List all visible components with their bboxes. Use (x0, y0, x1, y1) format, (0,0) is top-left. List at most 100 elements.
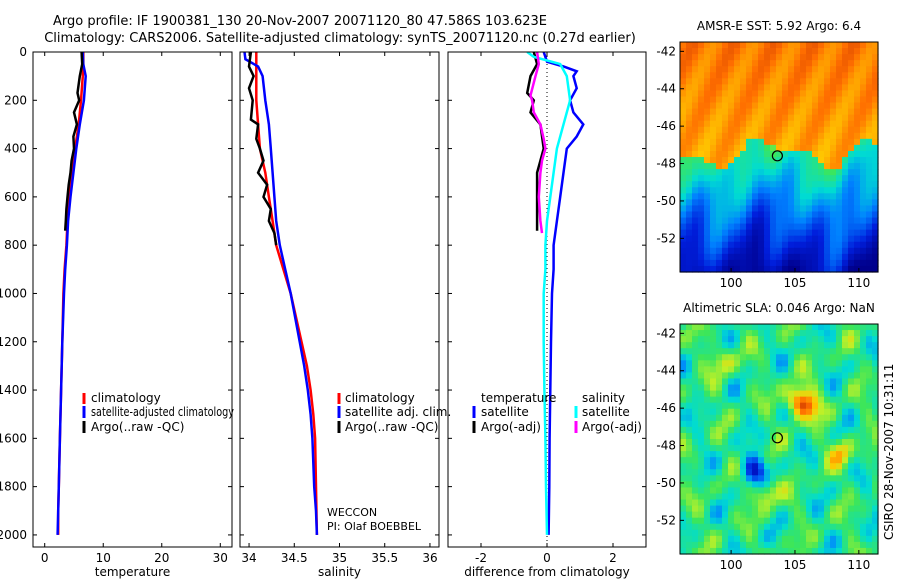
heatmap-cell (698, 108, 705, 116)
heatmap-cell (788, 414, 795, 422)
heatmap-cell (740, 336, 747, 343)
heatmap-cell (728, 535, 735, 543)
heatmap-cell (764, 150, 771, 158)
heatmap-cell (680, 217, 687, 225)
heatmap-cell (704, 66, 711, 73)
heatmap-cell (860, 372, 867, 380)
heatmap-cell (764, 48, 771, 55)
heatmap-cell (782, 138, 789, 146)
heatmap-cell (866, 451, 873, 458)
heatmap-cell (830, 354, 837, 361)
heatmap-cell (692, 439, 699, 446)
heatmap-cell (734, 481, 741, 489)
heatmap-cell (812, 360, 819, 367)
heatmap-cell (776, 175, 783, 182)
argo-position-marker (771, 432, 783, 444)
heatmap-cell (836, 211, 843, 219)
heatmap-cell (758, 390, 765, 398)
heatmap-cell (836, 324, 843, 331)
heatmap-cell (698, 348, 705, 355)
heatmap-cell (764, 408, 771, 416)
heatmap-cell (854, 348, 861, 355)
heatmap-cell (788, 96, 795, 104)
heatmap-cell (776, 366, 783, 374)
heatmap-cell (788, 372, 795, 380)
heatmap-cell (818, 54, 825, 61)
heatmap-cell (824, 366, 831, 374)
heatmap-cell (824, 211, 831, 219)
heatmap-cell (866, 517, 873, 525)
heatmap-cell (704, 229, 711, 237)
heatmap-cell (686, 144, 693, 152)
heatmap-cell (854, 205, 861, 213)
heatmap-cell (704, 138, 711, 146)
heatmap-cell (716, 108, 723, 116)
heatmap-cell (818, 114, 825, 122)
heatmap-cell (836, 439, 843, 446)
x-axis-label: temperature (95, 565, 170, 579)
heatmap-cell (686, 432, 693, 440)
heatmap-cell (704, 235, 711, 243)
heatmap-cell (776, 517, 783, 525)
heatmap-cell (704, 420, 711, 428)
heatmap-cell (692, 360, 699, 367)
heatmap-cell (728, 150, 735, 158)
heatmap-cell (824, 78, 831, 85)
heatmap-cell (854, 223, 861, 231)
heatmap-cell (776, 42, 783, 49)
heatmap-cell (800, 60, 807, 67)
heatmap-cell (740, 144, 747, 152)
heatmap-cell (740, 432, 747, 440)
heatmap-cell (734, 150, 741, 158)
heatmap-cell (794, 102, 801, 110)
heatmap-cell (740, 90, 747, 98)
heatmap-cell (830, 547, 837, 555)
heatmap-cell (734, 187, 741, 194)
heatmap-cell (860, 330, 867, 337)
heatmap-cell (800, 157, 807, 164)
heatmap-cell (704, 84, 711, 92)
heatmap-cell (794, 517, 801, 525)
heatmap-cells (680, 42, 879, 273)
heatmap-cell (812, 432, 819, 440)
heatmap-cell (818, 181, 825, 188)
heatmap-cell (722, 138, 729, 146)
heatmap-cell (698, 360, 705, 367)
heatmap-cell (692, 426, 699, 434)
heatmap-cell (686, 511, 693, 519)
heatmap-cell (710, 169, 717, 176)
heatmap-cell (746, 199, 753, 207)
heatmap-cell (866, 265, 873, 273)
heatmap-cell (860, 390, 867, 398)
heatmap-cell (872, 150, 879, 158)
heatmap-cell (740, 42, 747, 49)
heatmap-cell (830, 199, 837, 207)
heatmap-cell (716, 223, 723, 231)
heatmap-cell (722, 439, 729, 446)
heatmap-cell (686, 187, 693, 194)
heatmap-cell (698, 66, 705, 73)
heatmap-cell (860, 187, 867, 194)
heatmap-cell (710, 163, 717, 170)
heatmap-cell (710, 475, 717, 482)
heatmap-cell (818, 211, 825, 219)
heatmap-cell (752, 235, 759, 243)
heatmap-cell (818, 96, 825, 104)
heatmap-cell (800, 199, 807, 207)
heatmap-cell (830, 535, 837, 543)
heatmap-cell (716, 481, 723, 489)
heatmap-cell (860, 457, 867, 464)
heatmap-cell (830, 463, 837, 470)
heatmap-cell (680, 169, 687, 176)
heatmap-cell (710, 372, 717, 380)
heatmap-cell (776, 247, 783, 255)
heatmap-cell (752, 420, 759, 428)
heatmap-cell (770, 60, 777, 67)
heatmap-cell (740, 169, 747, 176)
heatmap-cell (692, 42, 699, 49)
heatmap-cell (710, 199, 717, 207)
heatmap-cell (734, 426, 741, 434)
heatmap-cell (740, 541, 747, 549)
heatmap-cell (764, 108, 771, 116)
